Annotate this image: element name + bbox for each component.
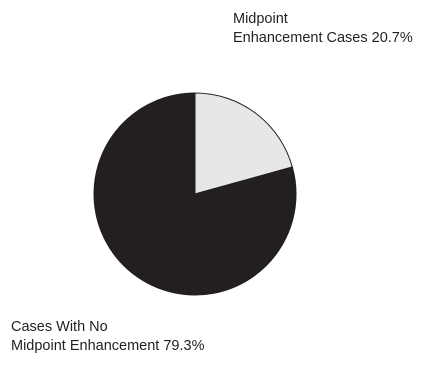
- slice-label-line: Enhancement Cases 20.7%: [233, 30, 413, 46]
- slice-label-no-midpoint-enhancement: Cases With No Midpoint Enhancement 79.3%: [11, 318, 204, 356]
- slice-label-line: Cases With No: [11, 319, 108, 335]
- pie-slice-1: [93, 92, 297, 296]
- pie-slice-0: [194, 92, 293, 195]
- slice-label-line: Midpoint Enhancement 79.3%: [11, 338, 205, 354]
- slice-label-line: Midpoint: [233, 11, 288, 27]
- pie-slices: [93, 92, 297, 296]
- slice-label-midpoint-enhancement: Midpoint Enhancement Cases 20.7%: [233, 10, 413, 48]
